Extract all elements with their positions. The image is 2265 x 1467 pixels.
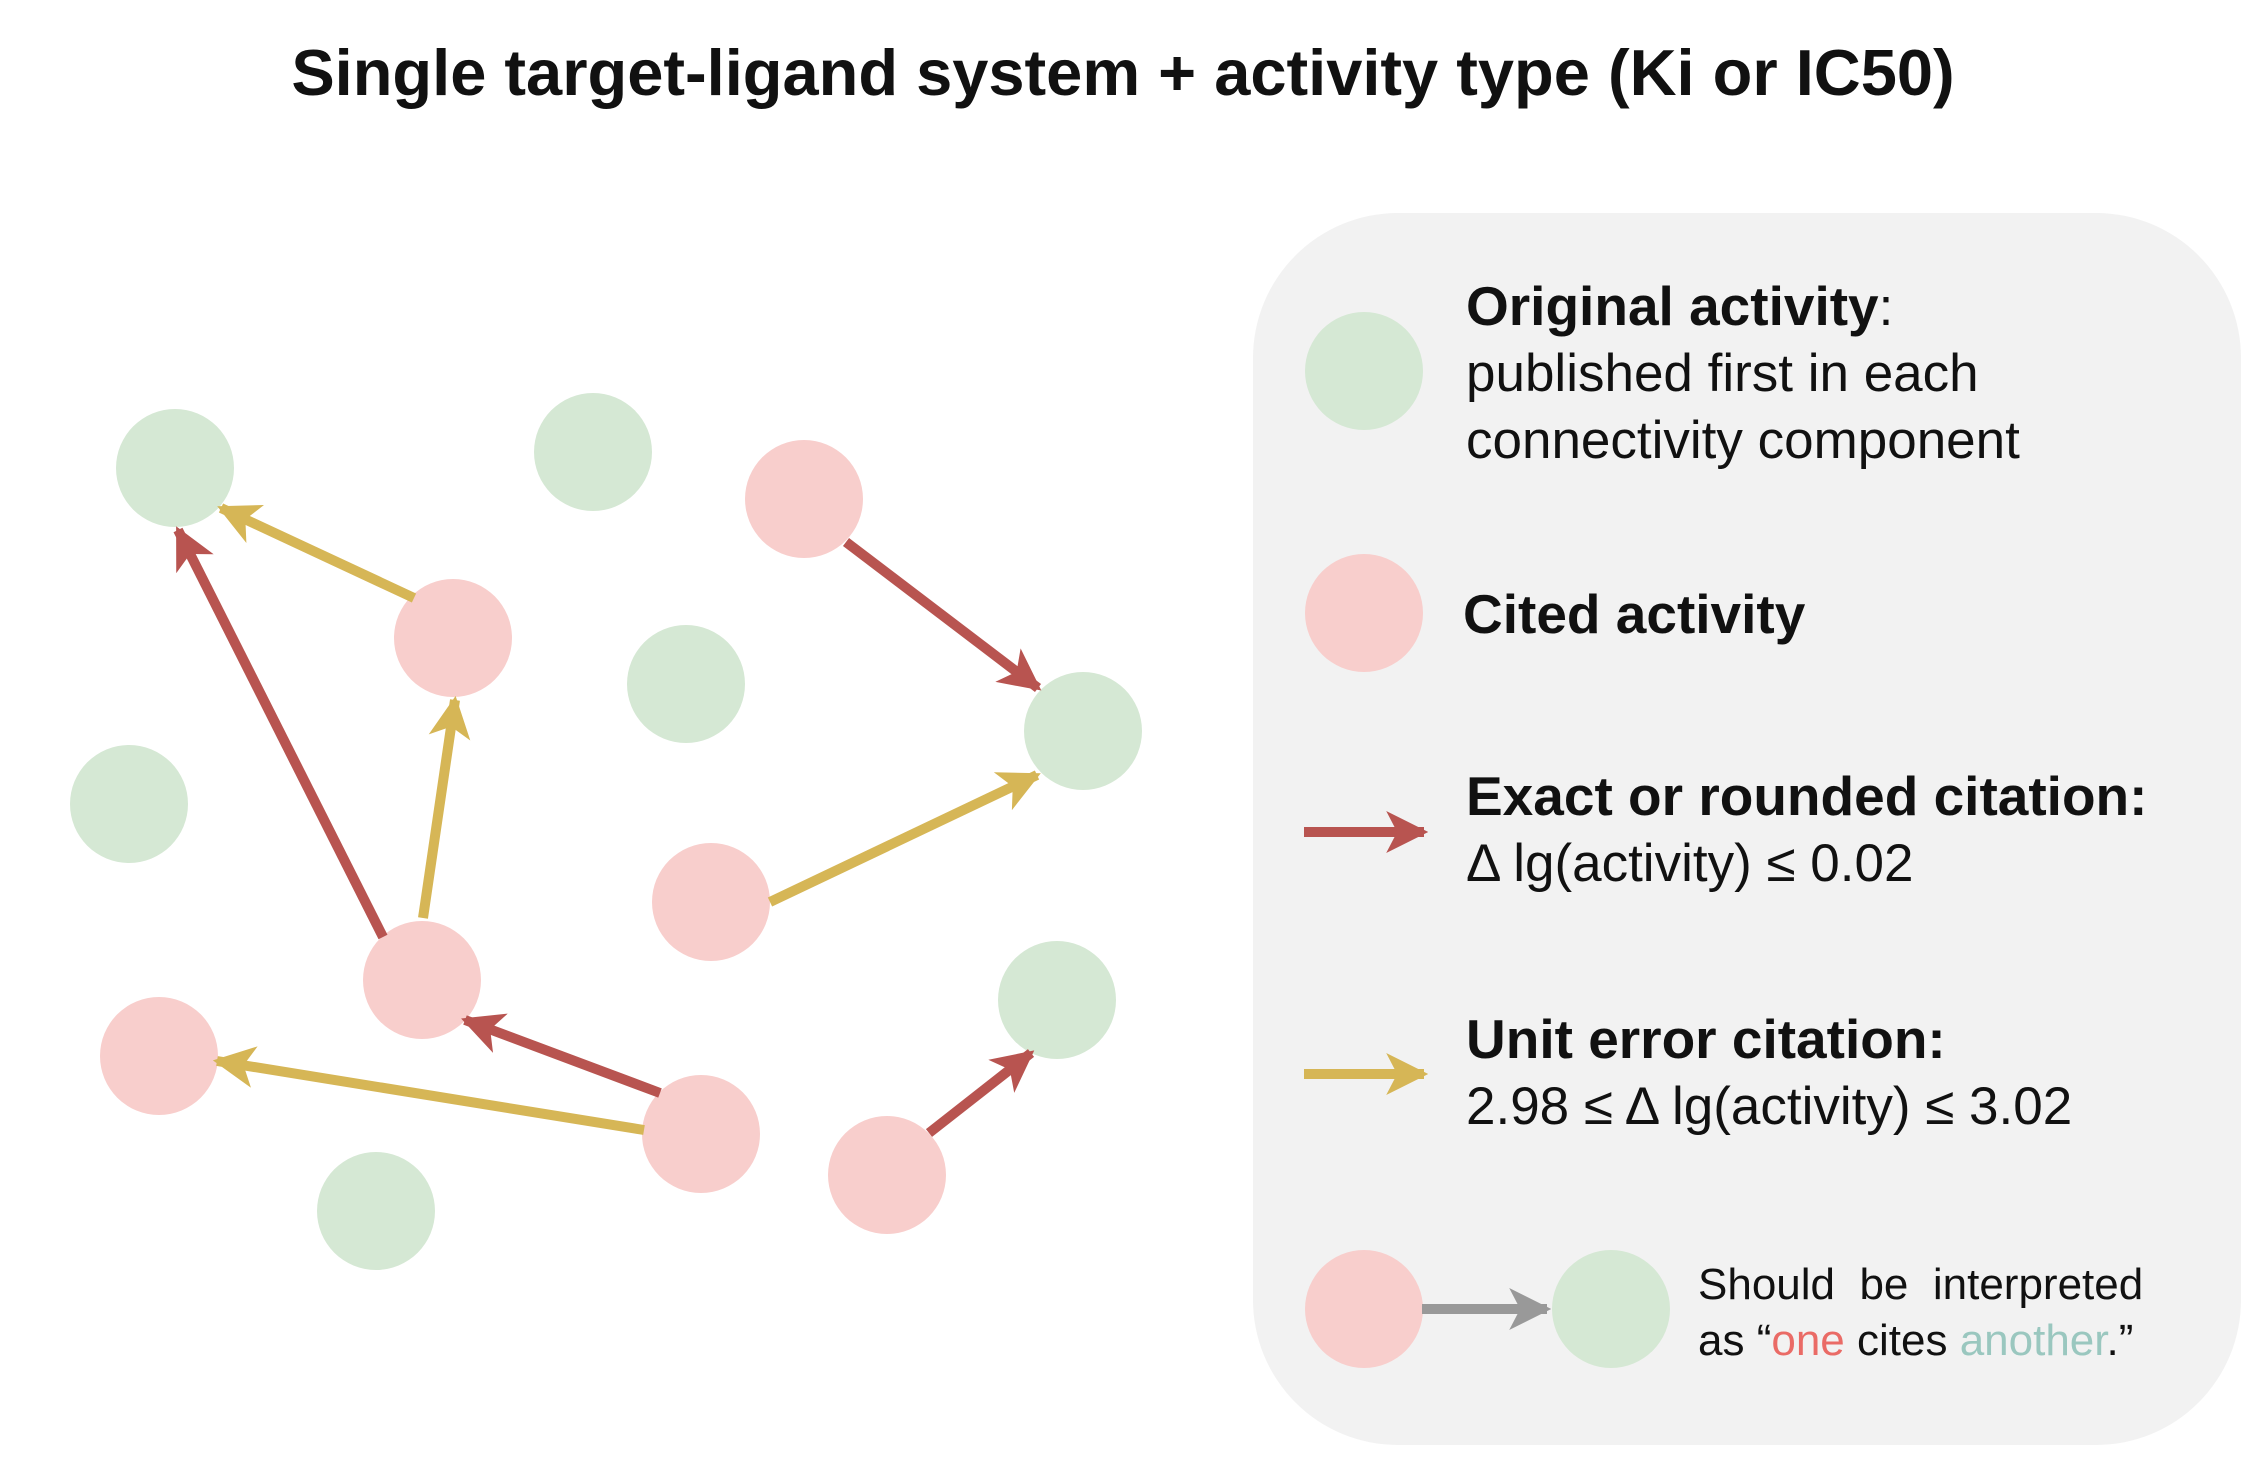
example-mid: cites [1845, 1316, 1960, 1365]
unit-error-citation-arrow [767, 770, 1041, 907]
legend-example-line2: as “one cites another.” [1698, 1316, 2133, 1365]
exact-citation-arrow [925, 1049, 1035, 1137]
cited-activity-node [642, 1075, 760, 1193]
cited-activity-node [745, 440, 863, 558]
example-prefix: as “ [1698, 1316, 1771, 1365]
original-activity-node [317, 1152, 435, 1270]
exact-citation-arrow [842, 538, 1042, 692]
unit-error-citation-arrow [217, 503, 417, 603]
legend-unit-desc: 2.98 ≤ Δ lg(activity) ≤ 3.02 [1466, 1077, 2072, 1136]
legend-original-suffix: : [1879, 278, 1894, 337]
network-graph [70, 393, 1142, 1270]
legend-exact-desc: Δ lg(activity) ≤ 0.02 [1466, 834, 1913, 893]
example-end: .” [2107, 1316, 2134, 1365]
legend-original-line3: connectivity component [1466, 411, 2020, 470]
legend-cited-label: Cited activity [1463, 583, 1806, 645]
cited-activity-node [394, 579, 512, 697]
cited-activity-node [100, 997, 218, 1115]
unit-error-citation-arrow [418, 695, 471, 919]
exact-citation-arrow [173, 526, 388, 940]
cited-activity-node [363, 921, 481, 1039]
page-title: Single target-ligand system + activity t… [291, 36, 1954, 109]
unit-error-citation-arrow [212, 1046, 645, 1135]
legend-original-node [1305, 312, 1423, 430]
original-activity-node [998, 941, 1116, 1059]
cited-activity-node [828, 1116, 946, 1234]
legend-original-line2: published first in each [1466, 344, 1979, 403]
legend-cited-node [1305, 554, 1423, 672]
legend-background [1253, 213, 2241, 1445]
legend-exact-label: Exact or rounded citation: [1466, 765, 2147, 827]
legend-example-original-node [1552, 1250, 1670, 1368]
legend-original-label: Original activity [1466, 275, 1879, 337]
legend-panel: Original activity: published first in ea… [1253, 213, 2241, 1445]
legend-original-title: Original activity: [1466, 275, 1893, 337]
example-another-word: another [1960, 1316, 2109, 1365]
legend-example-line1: Should be interpreted [1698, 1260, 2143, 1309]
exact-citation-arrow [461, 1013, 662, 1098]
legend-unit-label: Unit error citation: [1466, 1008, 1946, 1070]
legend-example-cited-node [1305, 1250, 1423, 1368]
original-activity-node [116, 409, 234, 527]
example-one-word: one [1771, 1316, 1844, 1365]
cited-activity-node [652, 843, 770, 961]
original-activity-node [534, 393, 652, 511]
original-activity-node [1024, 672, 1142, 790]
original-activity-node [627, 625, 745, 743]
original-activity-node [70, 745, 188, 863]
